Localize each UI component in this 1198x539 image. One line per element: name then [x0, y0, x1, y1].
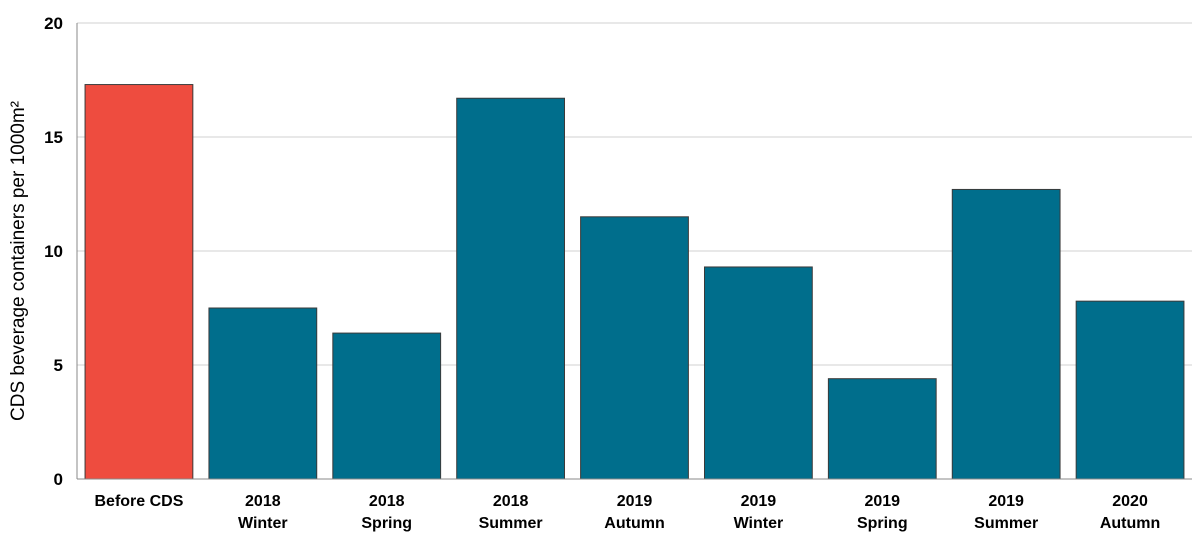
bar: [84, 84, 194, 480]
bar: [208, 307, 318, 480]
x-category-labels: Before CDS 2018 Winter 2018 Spring 2018 Summer…: [94, 493, 1160, 532]
bar: [456, 97, 566, 480]
y-tick-label: 10: [44, 242, 63, 261]
x-category-label: 2018 Winter: [238, 493, 288, 532]
bar: [827, 378, 937, 480]
y-tick-label: 0: [54, 470, 63, 489]
bar: [951, 188, 1061, 480]
y-axis-label: CDS beverage containers per 1000m²: [8, 101, 29, 421]
x-category-label: 2018 Summer: [479, 493, 543, 532]
x-category-label: 2019 Summer: [974, 493, 1038, 532]
x-category-label: Before CDS: [94, 493, 183, 510]
bar: [332, 332, 442, 480]
y-tick-label: 5: [54, 356, 63, 375]
x-category-label: 2019 Autumn: [604, 493, 664, 532]
x-category-label: 2020 Autumn: [1100, 493, 1160, 532]
x-category-label: 2018 Spring: [361, 493, 412, 532]
y-tick-label: 20: [44, 14, 63, 33]
bar: [580, 216, 689, 480]
y-tick-label: 15: [44, 128, 63, 147]
y-tick-labels: 0 5 10 15 20: [44, 14, 63, 489]
x-category-label: 2019 Winter: [734, 493, 784, 532]
bars: [84, 84, 1185, 480]
bar: [1075, 300, 1185, 480]
x-category-label: 2019 Spring: [857, 493, 908, 532]
bar: [703, 266, 813, 480]
